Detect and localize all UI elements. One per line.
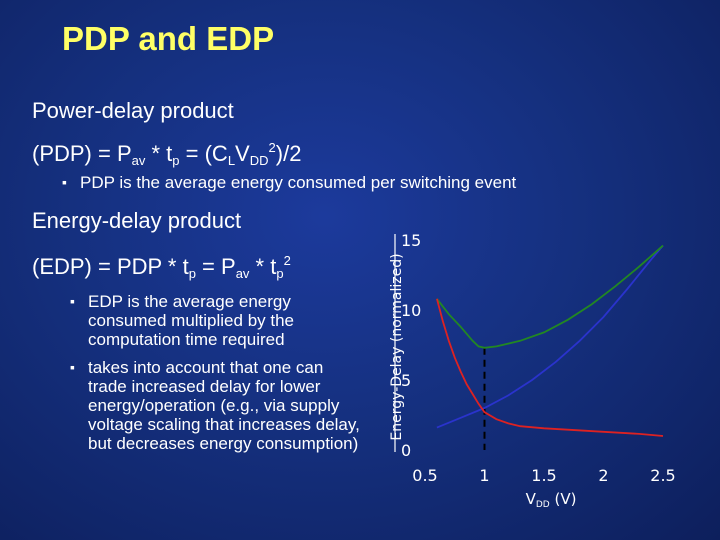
x-axis-label: VDD (V): [526, 490, 577, 510]
x-axis-label-sub: DD: [536, 500, 550, 510]
series-line-2: [436, 298, 664, 437]
x-tick-label: 1: [479, 466, 489, 485]
pdp-formula-sub-dd: DD: [249, 153, 269, 168]
pdp-formula-lead: (PDP) = P: [32, 141, 132, 166]
x-axis-label-main: V: [526, 490, 537, 508]
edp-formula-sub-p: p: [188, 266, 196, 281]
pdp-formula-tail: )/2: [275, 141, 302, 166]
pdp-formula: (PDP) = Pav * tp = (CLVDD2)/2: [32, 140, 301, 168]
edp-formula-lead: (EDP) = PDP * t: [32, 254, 189, 279]
slide-title: PDP and EDP: [62, 20, 275, 57]
edp-bullet-1-line: computation time required: [88, 330, 285, 349]
edp-formula-sub-p2: p: [276, 266, 284, 281]
x-tick-label: 0.5: [412, 466, 437, 485]
pdp-formula-eq: = (C: [179, 141, 228, 166]
edp-bullet-2: ▪ takes into account that one can trade …: [70, 358, 360, 453]
bullet-marker: ▪: [70, 359, 75, 375]
pdp-formula-sub-l: L: [227, 153, 236, 168]
edp-formula: (EDP) = PDP * tp = Pav * tp2: [32, 253, 291, 281]
edp-formula-mid: = P: [195, 254, 236, 279]
series-line-1: [436, 244, 664, 349]
x-axis-label-unit: (V): [550, 490, 577, 508]
pdp-bullet: ▪ PDP is the average energy consumed per…: [62, 173, 517, 192]
edp-bullet-1: ▪ EDP is the average energy consumed mul…: [70, 292, 295, 349]
pdp-bullet-text: PDP is the average energy consumed per s…: [80, 173, 517, 192]
y-tick-label: 5: [401, 371, 411, 390]
pdp-formula-sub-av: av: [131, 153, 146, 168]
pdp-formula-sub-p: p: [172, 153, 180, 168]
y-tick-label: 15: [401, 231, 421, 250]
edp-heading: Energy-delay product: [32, 208, 242, 233]
y-tick-label: 0: [401, 441, 411, 460]
y-tick-label: 10: [401, 301, 421, 320]
edp-bullet-1-line: consumed multiplied by the: [88, 311, 295, 330]
edp-bullet-2-line: takes into account that one can: [88, 358, 324, 377]
edp-bullet-2-line: trade increased delay for lower: [88, 377, 321, 396]
series-line-0: [436, 245, 664, 429]
x-tick-label: 2.5: [650, 466, 675, 485]
pdp-formula-mid: * t: [145, 141, 173, 166]
x-tick-label: 1.5: [531, 466, 556, 485]
edp-bullet-2-line: but decreases energy consumption): [88, 434, 359, 453]
pdp-formula-v: V: [235, 141, 250, 166]
edp-bullet-2-line: voltage scaling that increases delay,: [88, 415, 360, 434]
pdp-heading: Power-delay product: [32, 98, 234, 123]
edp-formula-sup: 2: [283, 253, 291, 268]
bullet-marker: ▪: [62, 174, 67, 190]
edp-formula-mid2: * t: [249, 254, 277, 279]
edp-bullet-2-line: energy/operation (e.g., via supply: [88, 396, 340, 415]
pdp-formula-sup: 2: [268, 140, 276, 155]
edp-formula-sub-av: av: [235, 266, 250, 281]
bullet-marker: ▪: [70, 293, 75, 309]
y-axis-label: Energy-Delay (normalized): [389, 253, 405, 440]
edp-bullet-1-line: EDP is the average energy: [88, 292, 291, 311]
x-tick-label: 2: [598, 466, 608, 485]
